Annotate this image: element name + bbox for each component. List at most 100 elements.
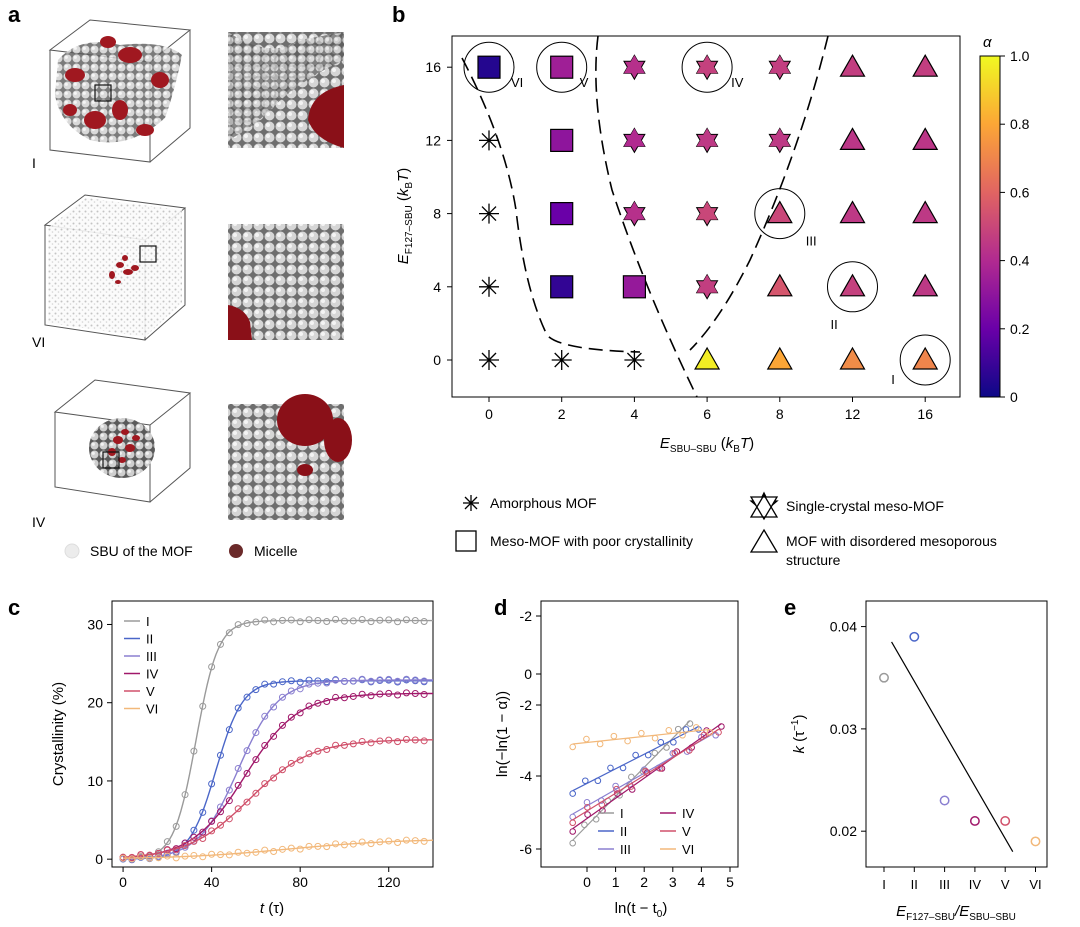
c-point-I-72 <box>278 616 286 624</box>
c-point-III-60 <box>252 729 260 737</box>
d-point-II-6 <box>644 751 652 759</box>
c-xtick-label-40: 40 <box>204 874 220 890</box>
b-point-triangle-8-4 <box>766 273 793 297</box>
c-point-I-100 <box>340 617 348 625</box>
c-point-II-48 <box>225 726 233 734</box>
c-point-II-36 <box>199 808 207 816</box>
d-point-II-7 <box>657 738 665 746</box>
c-point-V-80 <box>296 756 304 764</box>
c-point-I-92 <box>323 617 331 625</box>
c-point-IV-76 <box>287 713 295 721</box>
c-point-I-116 <box>376 616 384 624</box>
e-fit-line <box>891 641 1014 852</box>
b-point-star-6-12 <box>695 127 719 154</box>
c-point-III-56 <box>243 747 251 755</box>
cb-tick-label-0.6: 0.6 <box>1010 184 1030 200</box>
b-point-triangle-8-8 <box>766 200 793 224</box>
panel-b-legend: Amorphous MOF Meso-MOF with poor crystal… <box>455 491 997 568</box>
c-point-V-84 <box>305 750 313 758</box>
b-point-asterisk-0-8 <box>479 203 499 224</box>
d-point-VI-9 <box>692 724 700 731</box>
c-point-IV-100 <box>340 694 348 702</box>
c-point-I-96 <box>332 615 340 623</box>
c-point-I-112 <box>367 618 375 626</box>
c-point-VI-124 <box>394 839 402 847</box>
d-point-V-0 <box>569 819 577 827</box>
b-ytick-label-8: 8 <box>433 206 441 222</box>
b-ytick-label-16: 16 <box>425 59 441 75</box>
b-point-triangle-6-0 <box>694 346 721 370</box>
simulation-cube-I <box>48 19 192 163</box>
c-point-I-32 <box>190 747 198 755</box>
d-legend-label-IV: IV <box>682 806 695 821</box>
c-point-II-84 <box>305 676 313 684</box>
c-point-VI-76 <box>287 844 295 852</box>
c-xtick-label-120: 120 <box>377 874 401 890</box>
c-point-V-124 <box>394 738 402 746</box>
legend-meso-poor-label: Meso-MOF with poor crystallinity <box>490 533 693 549</box>
c-point-III-80 <box>296 685 304 693</box>
c-point-IV-92 <box>323 697 331 705</box>
c-xtick-label-80: 80 <box>292 874 308 890</box>
c-point-I-40 <box>208 663 216 671</box>
b-circle-VI <box>463 41 515 93</box>
b-ytick-label-4: 4 <box>433 279 441 295</box>
c-point-I-44 <box>216 640 224 648</box>
b-point-asterisk-0-0 <box>479 350 499 370</box>
c-point-V-88 <box>314 747 322 755</box>
d-point-II-2 <box>594 777 602 785</box>
c-point-V-136 <box>420 737 428 745</box>
b-ylabel-sub: F127–SBU <box>404 205 415 254</box>
c-point-V-132 <box>411 736 419 744</box>
colorbar-label: α <box>983 34 992 51</box>
d-point-V-2 <box>598 801 606 808</box>
c-point-III-120 <box>385 675 393 683</box>
d-point-VI-8 <box>679 731 686 739</box>
c-legend-label-I: I <box>146 614 150 629</box>
c-point-VI-132 <box>411 837 419 845</box>
panel-d-xlabel: ln(t − t0) <box>615 900 668 920</box>
b-point-star-4-12 <box>623 127 646 154</box>
e-xtick-label-I: I <box>882 877 886 892</box>
panel-letter-a: a <box>8 2 21 27</box>
d-point-VI-2 <box>596 740 604 748</box>
c-point-IV-40 <box>208 817 216 825</box>
b-xlabel-E: E <box>660 435 671 452</box>
c-point-II-56 <box>243 693 251 701</box>
d-xtick-label-2: 2 <box>640 874 648 890</box>
b-point-star-8-16 <box>768 54 792 81</box>
panel-letter-b: b <box>392 2 405 27</box>
e-xtick-label-VI: VI <box>1029 877 1041 892</box>
legend-micelle-label: Micelle <box>254 543 298 559</box>
d-point-V-4 <box>627 783 635 790</box>
legend-single-crystal-label: Single-crystal meso-MOF <box>786 498 944 514</box>
panel-letter-e: e <box>784 595 796 620</box>
c-xtick-label-0: 0 <box>119 874 127 890</box>
panel-b-xlabel: ESBU–SBU (kBT) <box>660 435 754 455</box>
c-point-VI-128 <box>402 836 410 844</box>
c-point-V-24 <box>172 846 180 854</box>
c-point-VI-120 <box>385 837 393 845</box>
d-point-VI-4 <box>624 737 631 745</box>
c-point-I-20 <box>163 838 171 846</box>
panel-e-series <box>879 631 1041 852</box>
c-point-IV-84 <box>305 702 313 710</box>
c-point-VI-64 <box>261 846 269 854</box>
c-point-V-32 <box>190 837 198 845</box>
c-curve-I <box>123 619 433 860</box>
c-point-IV-60 <box>252 756 260 764</box>
c-point-I-88 <box>314 617 322 625</box>
c-point-V-52 <box>234 805 242 813</box>
row-label-I: I <box>32 155 36 171</box>
d-point-I-2 <box>592 815 600 823</box>
c-point-III-116 <box>376 676 384 684</box>
c-point-V-96 <box>332 741 340 749</box>
b-point-asterisk-0-4 <box>479 276 499 297</box>
c-point-VI-60 <box>252 848 260 856</box>
zoom-view-I <box>228 32 344 148</box>
c-point-IV-112 <box>367 692 375 700</box>
b-point-triangle-12-16 <box>839 53 866 77</box>
d-xtick-label-5: 5 <box>726 874 734 890</box>
b-circle-IV <box>681 41 733 93</box>
c-point-II-72 <box>278 678 286 686</box>
